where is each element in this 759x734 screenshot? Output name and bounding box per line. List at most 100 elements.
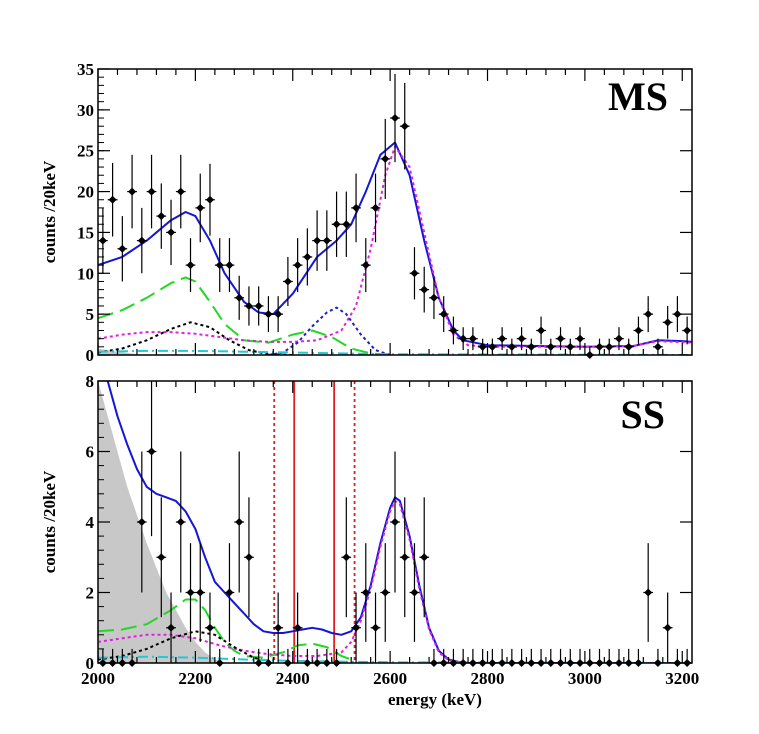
y-tick-label-ss: 0 xyxy=(86,654,95,673)
data-point xyxy=(136,451,147,593)
data-point xyxy=(594,648,605,667)
series-line-ss-5 xyxy=(98,655,692,663)
data-point xyxy=(662,305,673,339)
series-line-ms-2 xyxy=(98,145,692,348)
data-point xyxy=(477,338,488,355)
y-axis-label-ms: counts /20keV xyxy=(40,160,59,263)
data-point xyxy=(331,191,342,257)
data-point xyxy=(526,338,537,355)
data-point xyxy=(399,497,410,618)
data-point xyxy=(555,327,566,351)
data-point xyxy=(312,648,322,667)
data-point xyxy=(555,648,566,667)
data-point xyxy=(321,648,332,667)
data-point xyxy=(429,276,439,320)
y-tick-label-ms: 5 xyxy=(86,305,95,324)
data-point xyxy=(604,338,615,355)
panel-ms: 0 5 10 15 20 25 30 35 MS counts /20keV xyxy=(40,60,693,365)
x-tick-label: 2800 xyxy=(471,669,505,688)
data-point xyxy=(399,82,410,170)
data-point xyxy=(497,327,507,351)
data-point xyxy=(185,238,196,293)
data-point xyxy=(224,543,235,642)
series-line-ss-2 xyxy=(98,598,357,663)
data-point xyxy=(117,216,128,282)
data-point xyxy=(380,543,391,642)
data-point xyxy=(107,162,118,237)
data-point xyxy=(545,338,556,355)
data-point xyxy=(516,327,527,351)
data-point xyxy=(175,451,186,593)
data-point xyxy=(448,316,459,345)
panel-ss: 0 2 4 6 8 2000 2200 2400 2600 2800 3000 3200 SS cou… xyxy=(40,372,699,709)
data-point xyxy=(263,648,274,667)
data-point xyxy=(419,497,430,618)
data-point xyxy=(438,296,449,333)
data-point xyxy=(477,648,488,667)
data-point xyxy=(584,648,595,667)
y-tick-label-ss: 4 xyxy=(86,513,95,532)
data-point xyxy=(166,199,176,266)
y-tick-label-ms: 20 xyxy=(77,183,94,202)
panel-label-ss: SS xyxy=(621,392,666,437)
data-point xyxy=(312,210,322,271)
data-point xyxy=(409,247,420,300)
data-point xyxy=(487,338,498,355)
data-point xyxy=(146,381,157,537)
y-tick-label-ms: 25 xyxy=(77,142,94,161)
y-axis-label-ss: counts /20keV xyxy=(40,470,59,573)
data-point xyxy=(292,238,303,293)
data-point xyxy=(575,648,585,667)
data-point xyxy=(487,648,498,667)
data-point xyxy=(448,648,459,667)
data-point xyxy=(351,173,361,243)
data-point xyxy=(370,173,381,243)
data-point xyxy=(380,118,391,199)
data-point xyxy=(370,592,381,663)
data-point xyxy=(594,338,605,355)
series-line-ms-1 xyxy=(98,276,391,355)
data-point xyxy=(273,296,284,333)
data-point xyxy=(302,228,313,286)
data-point xyxy=(156,183,167,249)
data-point xyxy=(497,648,507,667)
data-point xyxy=(458,327,469,351)
series-line-ss-3 xyxy=(98,499,692,663)
data-point xyxy=(244,497,254,618)
data-point xyxy=(565,648,576,667)
data-point xyxy=(205,163,215,236)
plot-frame-ms xyxy=(97,68,693,356)
data-point xyxy=(614,327,624,351)
data-point xyxy=(360,238,371,293)
y-tick-label-ms: 30 xyxy=(77,101,94,120)
data-point xyxy=(390,451,400,593)
x-axis-label: energy (keV) xyxy=(388,690,482,709)
data-point xyxy=(643,296,654,333)
data-point xyxy=(283,256,293,306)
data-point xyxy=(643,543,654,642)
data-point xyxy=(127,154,137,229)
data-point xyxy=(516,648,527,667)
data-point xyxy=(409,543,420,642)
data-point xyxy=(662,592,673,663)
y-tick-label-ms: 10 xyxy=(77,264,94,283)
data-point xyxy=(302,648,313,667)
data-point xyxy=(614,648,624,667)
y-tick-label-ss: 8 xyxy=(86,372,95,391)
data-point xyxy=(166,592,176,663)
data-point xyxy=(584,346,595,359)
data-point xyxy=(224,238,235,293)
data-point xyxy=(292,592,303,663)
series-line-ms-3 xyxy=(268,306,391,355)
data-point xyxy=(458,648,469,667)
data-point xyxy=(653,338,663,355)
y-tick-label-ms: 35 xyxy=(77,60,94,79)
y-tick-label-ms: 15 xyxy=(77,223,94,242)
data-point xyxy=(244,286,254,326)
y-tick-label-ss: 2 xyxy=(86,584,95,603)
data-point xyxy=(360,543,371,642)
data-point xyxy=(205,592,215,663)
data-point xyxy=(633,648,644,667)
data-point xyxy=(234,275,245,320)
